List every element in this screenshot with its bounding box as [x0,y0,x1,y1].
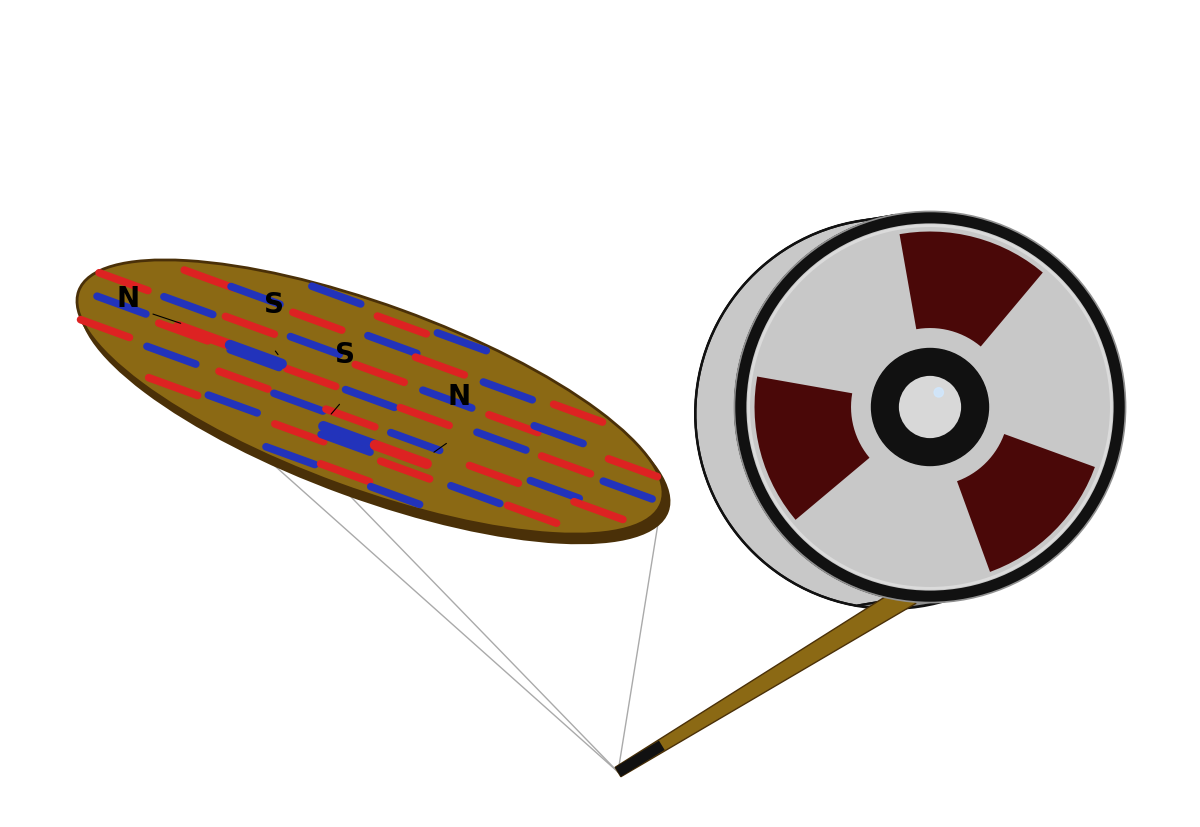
Polygon shape [900,232,1043,347]
Circle shape [696,219,1086,609]
Text: N: N [116,284,140,313]
Polygon shape [696,216,896,606]
Ellipse shape [77,261,664,534]
Ellipse shape [79,266,671,545]
Circle shape [871,349,989,466]
Circle shape [736,213,1126,602]
Circle shape [934,388,943,398]
Text: N: N [448,382,470,410]
Polygon shape [616,585,916,777]
Text: S: S [264,290,283,318]
Circle shape [898,375,962,440]
Polygon shape [616,741,665,777]
Polygon shape [755,377,870,520]
Polygon shape [958,434,1094,572]
Text: S: S [335,341,355,369]
